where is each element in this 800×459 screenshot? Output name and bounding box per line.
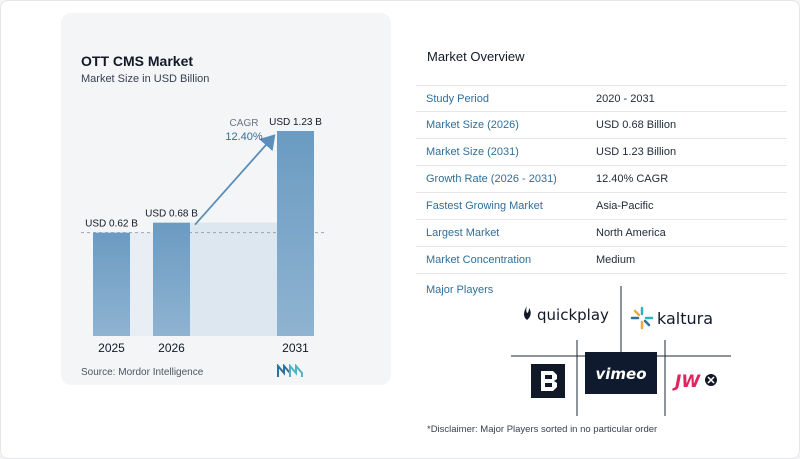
x-tick-2026: 2026 — [158, 341, 185, 355]
overview-value: Medium — [596, 254, 636, 266]
vimeo-name: vimeo — [595, 365, 646, 383]
source-text: Source: Mordor Intelligence — [81, 367, 204, 378]
x-tick-2031: 2031 — [282, 341, 309, 355]
cagr-value: 12.40% — [225, 131, 263, 143]
overview-label: Growth Rate (2026 - 2031) — [426, 173, 557, 185]
overview-label: Fastest Growing Market — [426, 200, 543, 212]
major-players-grid: quickplay kaltura vimeo JW — [511, 286, 731, 416]
overview-title: Market Overview — [427, 49, 525, 64]
overview-row: Fastest Growing Market Asia-Pacific — [416, 193, 787, 220]
base-shaded-area — [130, 232, 153, 336]
overview-value: USD 0.68 Billion — [596, 119, 677, 131]
overview-label: Market Size (2026) — [426, 119, 519, 131]
jwplayer-name: JW — [672, 372, 701, 392]
major-players-title: Major Players — [426, 284, 494, 296]
overview-row: Study Period 2020 - 2031 — [416, 85, 787, 112]
overview-row: Market Size (2031) USD 1.23 Billion — [416, 139, 787, 166]
overview-value: Asia-Pacific — [596, 200, 654, 212]
quickplay-logo: quickplay — [524, 306, 609, 324]
overview-row: Largest Market North America — [416, 220, 787, 247]
overview-table: Study Period 2020 - 2031 Market Size (20… — [416, 85, 787, 274]
flame-icon — [524, 306, 531, 320]
brightcove-icon — [541, 371, 557, 391]
quickplay-name: quickplay — [537, 306, 609, 324]
overview-row: Market Concentration Medium — [416, 247, 787, 274]
overview-value: North America — [596, 227, 666, 239]
overview-row: Growth Rate (2026 - 2031) 12.40% CAGR — [416, 166, 787, 193]
cagr-arrow — [194, 134, 276, 226]
bar-2031 — [277, 131, 314, 336]
kaltura-name: kaltura — [657, 309, 713, 328]
overview-value: 12.40% CAGR — [596, 173, 669, 185]
disclaimer-text: *Disclaimer: Major Players sorted in no … — [427, 424, 658, 435]
mordor-logo-icon — [277, 364, 303, 377]
overview-label: Study Period — [426, 93, 489, 105]
data-label-2025: USD 0.62 B — [85, 219, 138, 230]
cagr-label: CAGR — [230, 118, 259, 129]
data-label-2026: USD 0.68 B — [145, 209, 198, 220]
kaltura-burst-icon — [630, 306, 654, 330]
overview-label: Market Size (2031) — [426, 146, 519, 158]
jwplayer-icon — [705, 374, 717, 386]
data-label-2031: USD 1.23 B — [269, 117, 322, 128]
bar-2026 — [153, 222, 190, 336]
growth-shaded-area — [190, 222, 277, 336]
overview-value: USD 1.23 Billion — [596, 146, 677, 158]
chart-card: OTT CMS Market Market Size in USD Billio… — [61, 13, 391, 385]
bar-chart: USD 0.62 B 2025 USD 0.68 B 2026 USD 1.23 B 20… — [81, 117, 327, 355]
overview-label: Market Concentration — [426, 254, 532, 266]
vimeo-logo: vimeo — [585, 352, 657, 394]
bar-2025 — [93, 232, 130, 336]
overview-value: 2020 - 2031 — [596, 93, 655, 105]
x-tick-2025: 2025 — [98, 341, 125, 355]
overview-row: Market Size (2026) USD 0.68 Billion — [416, 112, 787, 139]
chart-title: OTT CMS Market — [81, 53, 194, 69]
overview-label: Largest Market — [426, 227, 500, 239]
brightcove-logo — [531, 364, 565, 398]
chart-subtitle: Market Size in USD Billion — [81, 73, 210, 85]
kaltura-logo: kaltura — [630, 306, 713, 330]
jwplayer-logo: JW — [672, 372, 717, 392]
